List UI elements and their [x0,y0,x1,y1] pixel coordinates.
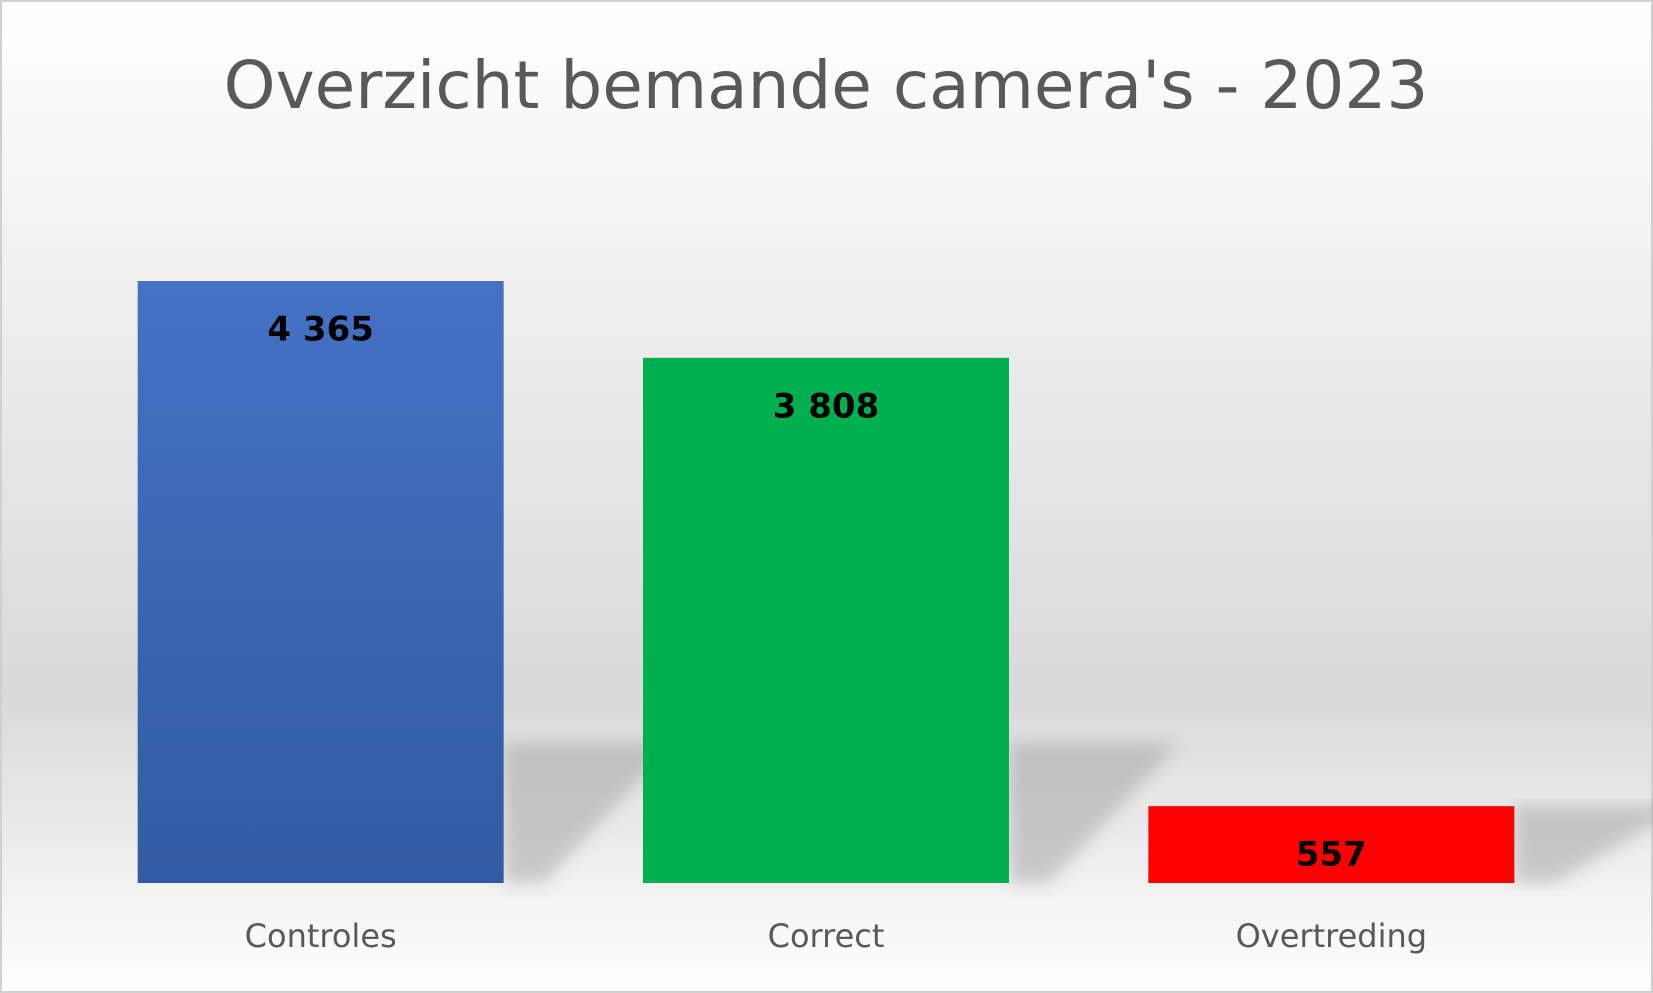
value-label: 557 [1296,835,1367,875]
bar [1148,806,1515,883]
bar-shadow [503,743,674,883]
chart-title: Overzicht bemande camera's - 2023 [224,47,1429,124]
value-label: 4 365 [267,310,373,350]
bar-shadow [1514,806,1653,883]
bar [643,357,1009,883]
x-tick-label: Controles [245,917,397,955]
bar [137,281,504,883]
bar-shadow [1009,743,1179,883]
value-label: 3 808 [773,386,879,426]
x-tick-label: Correct [768,917,885,955]
x-tick-label: Overtreding [1236,917,1427,955]
